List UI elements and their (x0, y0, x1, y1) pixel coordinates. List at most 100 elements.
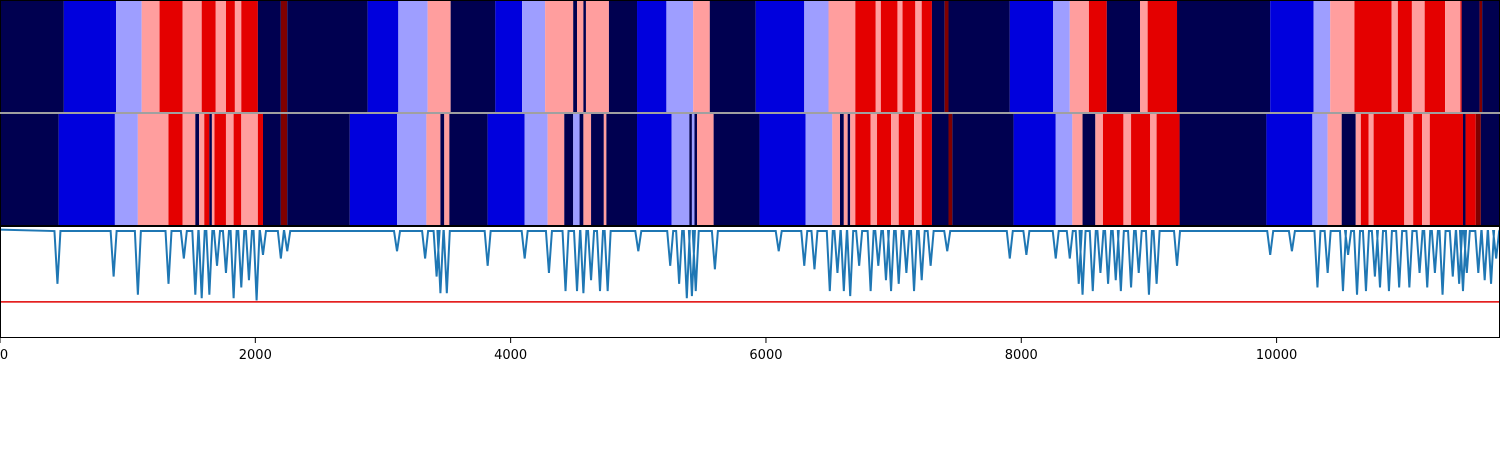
series-line (0, 228, 1500, 301)
heatmap-segment (898, 113, 915, 226)
heatmap-segment (204, 113, 210, 226)
heatmap-segment (280, 0, 288, 113)
heatmap-segment (671, 113, 690, 226)
heatmap-segment (804, 0, 829, 113)
heatmap-segment (1424, 0, 1446, 113)
heatmap-segment (850, 113, 856, 226)
heatmap-segment (828, 0, 856, 113)
heatmap-segment (921, 113, 932, 226)
x-tick-label: 10000 (1256, 348, 1297, 363)
heatmap-segment (182, 0, 202, 113)
heatmap-segment (855, 0, 876, 113)
heatmap-segment (1461, 0, 1480, 113)
heatmap-segment (1368, 113, 1374, 226)
heatmap-segment (1313, 0, 1331, 113)
heatmap-segment (262, 113, 281, 226)
heatmap-segment (948, 0, 1010, 113)
heatmap-segment (1465, 113, 1476, 226)
heatmap-segment (1354, 0, 1392, 113)
heatmap-segment (1397, 0, 1412, 113)
heatmap-track-bottom (0, 113, 1500, 226)
x-tick-label: 6000 (749, 348, 782, 363)
heatmap-segment (870, 113, 878, 226)
heatmap-segment (573, 0, 578, 113)
heatmap-segment (1422, 113, 1430, 226)
heatmap-segment (891, 113, 899, 226)
heatmap-segment (1140, 0, 1148, 113)
heatmap-segment (495, 0, 523, 113)
heatmap-segment (1147, 0, 1178, 113)
heatmap-segment (1341, 113, 1356, 226)
heatmap-segment (201, 0, 216, 113)
heatmap-segment (1360, 113, 1369, 226)
heatmap-segment (1482, 0, 1500, 113)
heatmap-segment (1373, 113, 1405, 226)
heatmap-segment (608, 0, 638, 113)
heatmap-segment (915, 0, 922, 113)
heatmap-segment (897, 0, 903, 113)
heatmap-segment (1053, 0, 1070, 113)
heatmap-segment (159, 0, 183, 113)
heatmap-segment (1082, 113, 1096, 226)
heatmap-segment (583, 113, 592, 226)
heatmap-segment (547, 113, 565, 226)
heatmap-segment (693, 0, 710, 113)
line-panel (0, 226, 1500, 338)
x-tick-label: 2000 (239, 348, 272, 363)
x-tick-label: 0 (0, 348, 8, 363)
heatmap-segment (0, 113, 59, 226)
heatmap-segment (1131, 113, 1151, 226)
heatmap-segment (591, 113, 604, 226)
heatmap-segment (199, 113, 205, 226)
heatmap-segment (367, 0, 399, 113)
heatmap-segment (585, 0, 609, 113)
heatmap-segment (257, 0, 281, 113)
heatmap-segment (168, 113, 183, 226)
heatmap-segment (666, 0, 694, 113)
heatmap-segment (241, 0, 258, 113)
heatmap-segment (579, 113, 584, 226)
heatmap-segment (257, 113, 263, 226)
heatmap-segment (1106, 0, 1140, 113)
heatmap-track-top (0, 0, 1500, 113)
heatmap-segment (931, 113, 949, 226)
heatmap-segment (603, 113, 607, 226)
heatmap-segment (1479, 0, 1483, 113)
heatmap-segment (522, 0, 546, 113)
heatmap-segment (1330, 0, 1355, 113)
heatmap-segment (214, 113, 226, 226)
heatmap-segment (215, 0, 226, 113)
heatmap-segment (843, 113, 848, 226)
heatmap-segment (1156, 113, 1180, 226)
heatmap-segment (1475, 113, 1481, 226)
heatmap-segment (225, 113, 234, 226)
heatmap-segment (921, 0, 932, 113)
heatmap-segment (902, 0, 916, 113)
heatmap-segment (487, 113, 525, 226)
heatmap-segment (880, 0, 898, 113)
heatmap-segment (948, 113, 953, 226)
heatmap-segment (573, 113, 580, 226)
heatmap-segment (426, 113, 441, 226)
heatmap-segment (1462, 113, 1466, 226)
heatmap-segment (233, 113, 242, 226)
heatmap-segment (444, 113, 450, 226)
heatmap-segment (1150, 113, 1157, 226)
heatmap-segment (0, 0, 64, 113)
heatmap-segment (1095, 113, 1103, 226)
heatmap-segment (234, 0, 242, 113)
heatmap-segment (877, 113, 892, 226)
heatmap-segment (709, 0, 756, 113)
x-axis: 0 2000 4000 6000 8000 10000 (0, 338, 1297, 363)
heatmap-segment (398, 0, 428, 113)
heatmap-segment (427, 0, 451, 113)
heatmap-segment (694, 113, 698, 226)
heatmap-segment (637, 0, 667, 113)
heatmap-segment (914, 113, 922, 226)
heatmap-segment (1355, 113, 1361, 226)
heatmap-segment (1411, 0, 1425, 113)
heatmap-segment (524, 113, 548, 226)
heatmap-segment (583, 0, 586, 113)
heatmap-segment (225, 0, 235, 113)
heatmap-segment (577, 0, 584, 113)
